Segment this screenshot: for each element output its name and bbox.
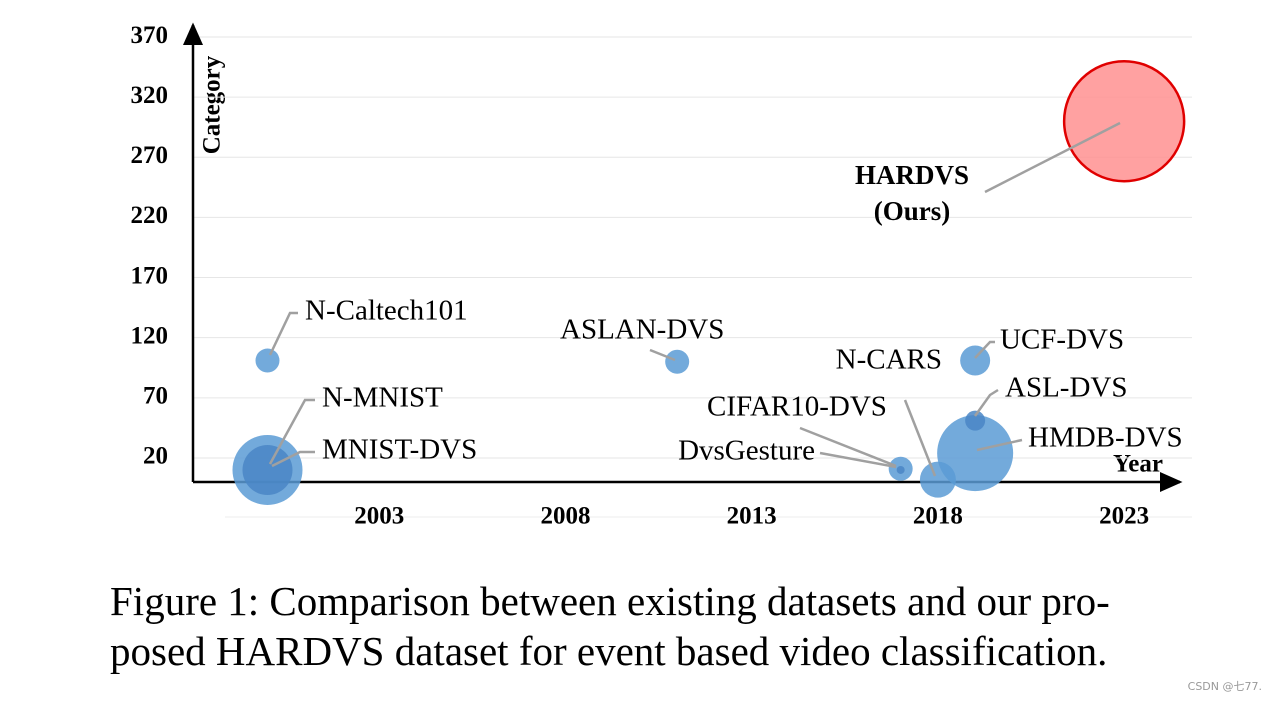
bubble [896,465,905,474]
point-label: UCF-DVS [1000,324,1124,356]
point-label: ASLAN-DVS [560,314,724,346]
y-tick-label: 20 [143,443,168,470]
caption-line: Figure 1: Comparison between existing da… [110,578,1110,624]
leader-line [799,426,897,468]
leader-line [271,450,315,468]
point-label: N-Caltech101 [305,295,468,327]
leader-line [976,438,1023,452]
point-label: MNIST-DVS [322,434,477,466]
leader-line [973,388,999,417]
y-tick-label: 370 [131,22,169,49]
point-label: DvsGesture [678,435,815,467]
point-label: ASL-DVS [1005,372,1127,404]
bubble [960,345,991,376]
x-tick-label: 2018 [913,503,963,530]
y-tick-label: 220 [131,202,169,229]
leader-line [984,121,1121,194]
bubble [665,349,690,374]
x-tick-label: 2003 [354,503,404,530]
caption-line: posed HARDVS dataset for event based vid… [110,628,1107,674]
leader-line [819,451,897,469]
leader-line [268,398,315,465]
bubble [965,410,986,431]
bubble [255,348,280,373]
y-tick-label: 70 [143,383,168,410]
y-tick-label: 270 [131,142,169,169]
x-axis-label: Year [1113,451,1163,478]
bubble [1062,59,1186,183]
y-tick-label: 320 [131,82,169,109]
point-label: N-MNIST [322,382,443,414]
leader-line [974,340,995,359]
bubble [242,444,293,495]
y-tick-label: 170 [131,262,169,289]
leader-line [903,399,937,477]
x-tick-label: 2013 [727,503,777,530]
leader-line [268,311,298,356]
y-axis-label: Category [199,55,226,154]
leader-line [649,348,676,362]
watermark: CSDN @七77. [1187,680,1262,693]
y-tick-label: 120 [131,322,169,349]
highlight-label: HARDVS (Ours) [854,160,969,226]
x-tick-label: 2008 [540,503,590,530]
point-label: CIFAR10-DVS [707,391,887,423]
x-tick-label: 2023 [1099,503,1149,530]
point-label: HMDB-DVS [1028,422,1183,454]
bubble [937,415,1014,492]
point-label: N-CARS [836,344,942,376]
